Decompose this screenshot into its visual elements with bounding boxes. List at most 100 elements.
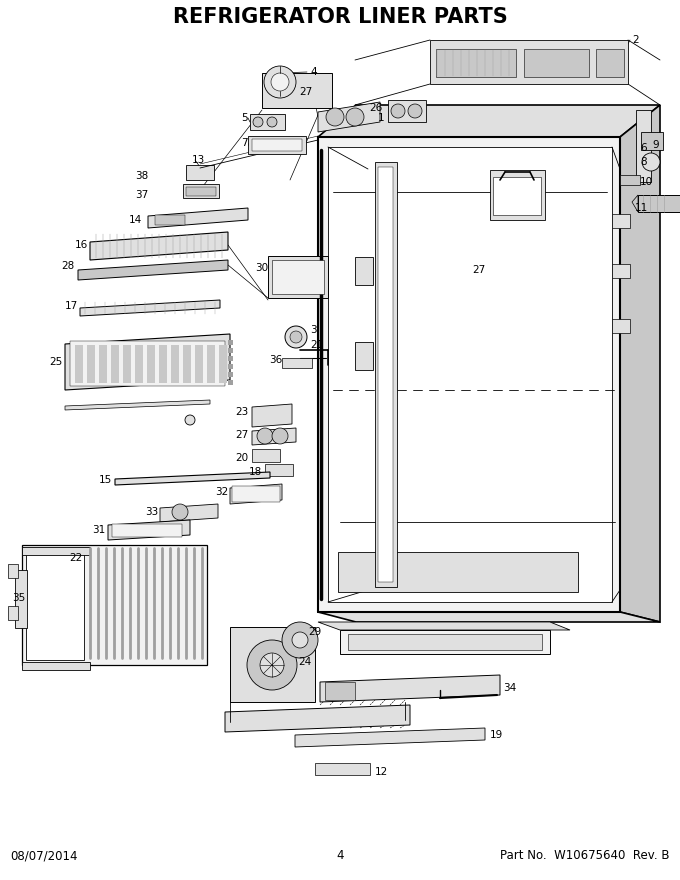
Circle shape (267, 117, 277, 127)
Polygon shape (115, 472, 270, 485)
FancyBboxPatch shape (22, 545, 207, 665)
FancyBboxPatch shape (183, 184, 219, 198)
Text: 4: 4 (310, 67, 317, 77)
Text: 27: 27 (472, 265, 486, 275)
Text: 25: 25 (49, 357, 62, 367)
FancyBboxPatch shape (186, 165, 214, 180)
FancyBboxPatch shape (171, 345, 179, 383)
Polygon shape (225, 705, 410, 732)
Text: 33: 33 (145, 507, 158, 517)
Polygon shape (160, 504, 218, 522)
FancyBboxPatch shape (265, 464, 293, 476)
Text: 28: 28 (62, 261, 75, 271)
Text: 11: 11 (635, 203, 648, 213)
FancyBboxPatch shape (15, 570, 27, 628)
FancyBboxPatch shape (207, 345, 215, 383)
Circle shape (285, 326, 307, 348)
Text: 12: 12 (375, 767, 388, 777)
Circle shape (247, 640, 297, 690)
FancyBboxPatch shape (612, 214, 630, 228)
FancyBboxPatch shape (228, 340, 233, 345)
FancyBboxPatch shape (252, 449, 280, 462)
FancyBboxPatch shape (87, 345, 95, 383)
Polygon shape (80, 300, 220, 316)
Circle shape (253, 117, 263, 127)
Text: 32: 32 (215, 487, 228, 497)
Polygon shape (318, 105, 660, 137)
Text: 26: 26 (369, 103, 382, 113)
FancyBboxPatch shape (135, 345, 143, 383)
FancyBboxPatch shape (159, 345, 167, 383)
FancyBboxPatch shape (248, 136, 306, 154)
Text: 36: 36 (269, 355, 282, 365)
Polygon shape (368, 169, 620, 590)
FancyBboxPatch shape (232, 486, 280, 502)
Text: 19: 19 (490, 730, 503, 740)
Polygon shape (252, 428, 296, 445)
Circle shape (185, 415, 195, 425)
Polygon shape (230, 484, 282, 504)
Polygon shape (328, 147, 612, 602)
FancyBboxPatch shape (228, 356, 233, 361)
Polygon shape (318, 612, 660, 622)
FancyBboxPatch shape (436, 49, 516, 77)
FancyBboxPatch shape (26, 550, 84, 660)
Circle shape (282, 622, 318, 658)
FancyBboxPatch shape (596, 49, 624, 77)
FancyBboxPatch shape (612, 319, 630, 333)
Circle shape (260, 653, 284, 677)
FancyBboxPatch shape (272, 260, 324, 294)
FancyBboxPatch shape (228, 348, 233, 353)
Circle shape (271, 73, 289, 91)
Circle shape (346, 108, 364, 126)
Text: 38: 38 (135, 171, 148, 181)
Circle shape (172, 504, 188, 520)
Polygon shape (318, 137, 620, 612)
Circle shape (264, 66, 296, 98)
FancyBboxPatch shape (8, 564, 18, 578)
Text: 4: 4 (336, 849, 344, 862)
FancyBboxPatch shape (315, 763, 370, 775)
Polygon shape (620, 105, 660, 622)
Text: 3: 3 (310, 325, 317, 335)
FancyBboxPatch shape (228, 380, 233, 385)
Text: 21: 21 (310, 340, 323, 350)
Text: 31: 31 (92, 525, 105, 535)
FancyBboxPatch shape (355, 342, 373, 370)
Text: 34: 34 (503, 683, 516, 693)
Polygon shape (295, 728, 485, 747)
Text: 22: 22 (69, 553, 82, 563)
Text: 1: 1 (378, 113, 385, 123)
FancyBboxPatch shape (378, 167, 393, 582)
FancyBboxPatch shape (325, 682, 355, 700)
FancyBboxPatch shape (112, 524, 182, 537)
FancyBboxPatch shape (638, 195, 680, 212)
Polygon shape (252, 404, 292, 427)
Polygon shape (430, 40, 628, 84)
FancyBboxPatch shape (252, 139, 302, 151)
Text: REFRIGERATOR LINER PARTS: REFRIGERATOR LINER PARTS (173, 7, 507, 27)
Polygon shape (90, 232, 228, 260)
Text: 27: 27 (300, 87, 313, 97)
FancyBboxPatch shape (228, 372, 233, 377)
Polygon shape (108, 520, 190, 540)
Text: 29: 29 (308, 627, 321, 637)
FancyBboxPatch shape (219, 345, 227, 383)
Circle shape (290, 331, 302, 343)
Polygon shape (632, 195, 638, 212)
Text: 7: 7 (241, 138, 248, 148)
Text: 13: 13 (192, 155, 205, 165)
Polygon shape (65, 334, 230, 390)
Text: 18: 18 (249, 467, 262, 477)
Text: 8: 8 (640, 157, 647, 167)
FancyBboxPatch shape (641, 132, 663, 150)
Polygon shape (148, 208, 248, 228)
FancyBboxPatch shape (524, 49, 589, 77)
FancyBboxPatch shape (493, 177, 541, 215)
Circle shape (272, 428, 288, 444)
Polygon shape (78, 260, 228, 280)
FancyBboxPatch shape (490, 170, 545, 220)
Circle shape (642, 153, 660, 171)
Circle shape (408, 104, 422, 118)
Text: 10: 10 (640, 177, 653, 187)
